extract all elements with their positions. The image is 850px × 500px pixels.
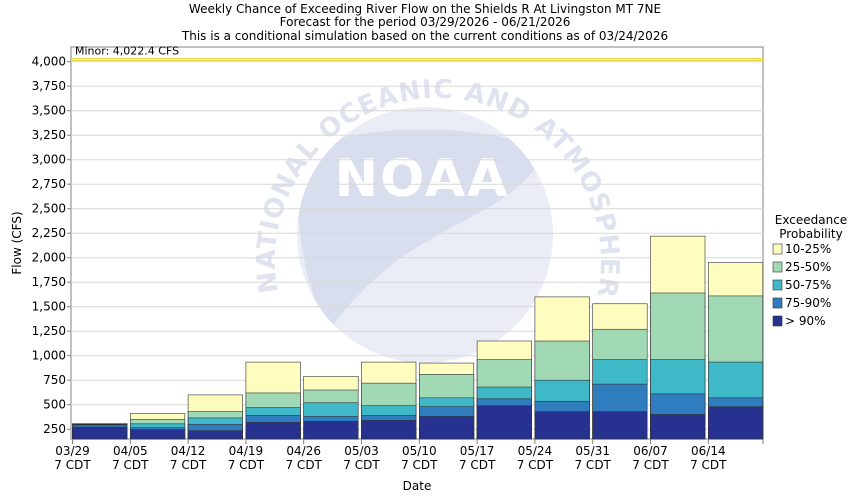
y-tick-label: 250 (43, 422, 66, 436)
legend-swatch (772, 261, 783, 273)
y-tick-label: 3,750 (32, 79, 66, 93)
x-tick-sublabel: 7 CDT (112, 458, 149, 472)
gridlines (71, 61, 763, 430)
legend: Exceedance Probability 10-25% 25-50% 50-75… (772, 213, 847, 328)
bar-90-11 (707, 406, 764, 440)
noaa-watermark-bird (297, 129, 548, 330)
legend-title-line-2: Probability (779, 227, 842, 241)
threshold-label: Minor: 4,022.4 CFS (75, 45, 179, 58)
legend-swatch (772, 297, 783, 309)
legend-swatch (772, 243, 783, 255)
x-tick-label: 06/07 (633, 444, 668, 458)
x-tick-label: 04/26 (286, 444, 321, 458)
y-tick-label: 2,250 (32, 226, 66, 240)
x-tick-sublabel: 7 CDT (517, 458, 554, 472)
legend-swatch (772, 279, 783, 291)
x-tick-sublabel: 7 CDT (343, 458, 380, 472)
x-tick-label: 05/03 (344, 444, 379, 458)
y-tick-label: 1,000 (32, 349, 66, 363)
y-tick-label: 500 (43, 398, 66, 412)
x-tick-label: 05/10 (402, 444, 437, 458)
x-tick-sublabel: 7 CDT (285, 458, 322, 472)
bar-90-1 (130, 429, 186, 440)
y-axis-title: Flow (CFS) (10, 211, 24, 274)
x-tick-label: 05/17 (460, 444, 495, 458)
x-tick-sublabel: 7 CDT (574, 458, 611, 472)
y-tick-label: 2,000 (32, 251, 66, 265)
noaa-watermark-logo-text: NOAA (335, 149, 510, 209)
bar-90-3 (245, 422, 301, 440)
y-tick-label: 750 (43, 373, 66, 387)
y-tick-label: 3,000 (32, 153, 66, 167)
bar-90-7 (476, 405, 532, 440)
legend-label: 75-90% (785, 296, 831, 310)
bar-90-4 (303, 421, 359, 440)
x-tick-sublabel: 7 CDT (459, 458, 496, 472)
legend-label: > 90% (785, 314, 826, 328)
x-tick-label: 04/05 (113, 444, 148, 458)
x-tick-label: 05/24 (518, 444, 553, 458)
x-tick-label: 06/14 (691, 444, 726, 458)
legend-title-line-1: Exceedance (775, 213, 847, 227)
y-tick-label: 3,500 (32, 104, 66, 118)
bar-90-8 (534, 411, 590, 440)
chart-title-line-2: Forecast for the period 03/29/2026 - 06/… (280, 15, 571, 29)
x-tick-label: 03/29 (55, 444, 90, 458)
x-tick-label: 04/19 (229, 444, 264, 458)
legend-label: 25-50% (785, 260, 831, 274)
x-tick-label: 04/12 (171, 444, 206, 458)
bar-90-2 (187, 430, 243, 440)
x-tick-sublabel: 7 CDT (228, 458, 265, 472)
y-axis: 250 500 750 1,000 1,250 1,500 1,750 2,000 2,250 2… (32, 55, 71, 436)
legend-label: 50-75% (785, 278, 831, 292)
x-tick-sublabel: 7 CDT (690, 458, 727, 472)
x-tick-sublabel: 7 CDT (170, 458, 207, 472)
chart-title-line-1: Weekly Chance of Exceeding River Flow on… (189, 2, 661, 16)
x-tick-sublabel: 7 CDT (54, 458, 91, 472)
y-tick-label: 4,000 (32, 55, 66, 69)
legend-swatch (772, 315, 783, 327)
bar-90-10 (650, 414, 706, 440)
y-tick-label: 3,250 (32, 128, 66, 142)
bar-90-5 (361, 420, 417, 440)
bars (72, 235, 764, 440)
threshold: Minor: 4,022.4 CFS (71, 45, 763, 62)
y-tick-label: 1,750 (32, 275, 66, 289)
y-tick-label: 2,750 (32, 177, 66, 191)
bar-90-6 (418, 416, 475, 440)
x-tick-label: 05/31 (575, 444, 610, 458)
x-tick-sublabel: 7 CDT (401, 458, 438, 472)
y-tick-label: 1,250 (32, 324, 66, 338)
y-tick-label: 1,500 (32, 300, 66, 314)
bar-90-9 (592, 411, 648, 440)
y-tick-label: 2,500 (32, 202, 66, 216)
bar-90-0 (72, 426, 128, 440)
x-axis-title: Date (403, 479, 432, 493)
x-tick-sublabel: 7 CDT (632, 458, 669, 472)
legend-label: 10-25% (785, 242, 831, 256)
chart-title-line-3: This is a conditional simulation based o… (181, 29, 668, 43)
